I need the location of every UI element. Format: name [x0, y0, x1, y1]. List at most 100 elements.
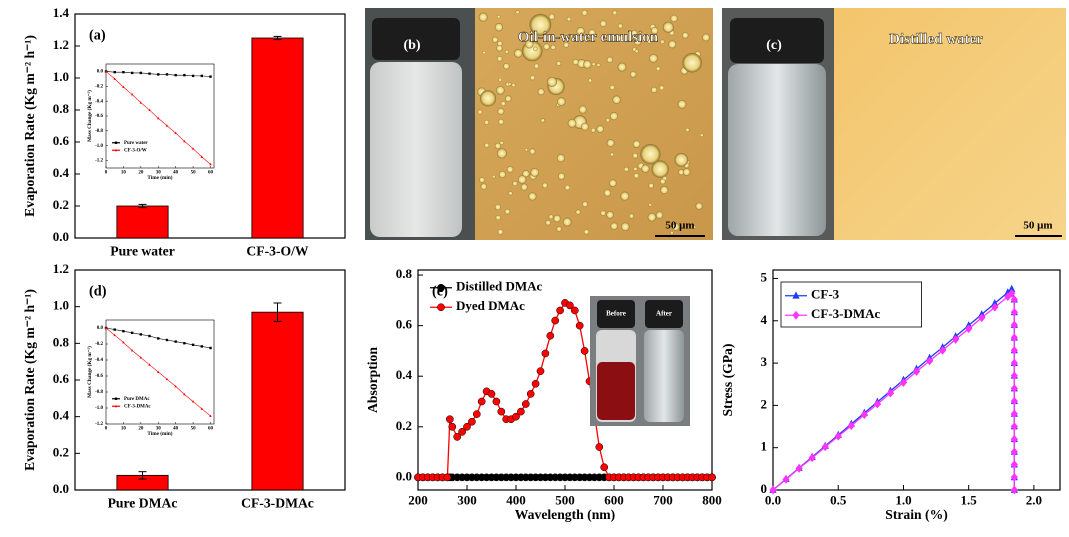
droplet [633, 172, 640, 179]
x-tick-label: 50 [191, 171, 197, 176]
droplet [508, 191, 513, 196]
droplet [588, 29, 596, 37]
x-tick-label: 200 [408, 493, 428, 508]
marker [860, 410, 868, 420]
droplet [620, 222, 630, 232]
marker [191, 343, 195, 346]
panel-label: (b) [403, 38, 420, 53]
marker [821, 442, 829, 452]
marker [200, 155, 204, 158]
droplet [648, 183, 654, 189]
marker [556, 306, 564, 315]
droplet [695, 202, 703, 210]
droplet [498, 77, 502, 82]
x-axis-label: Wavelength (nm) [515, 507, 615, 523]
marker [965, 324, 973, 334]
marker [157, 370, 160, 373]
y-axis-label: Absorption [365, 347, 380, 413]
droplet [504, 49, 509, 54]
droplet [497, 40, 503, 47]
droplet [632, 152, 638, 159]
scale-bar-label: 50 μm [665, 220, 694, 232]
droplet [537, 88, 545, 96]
droplet [648, 203, 652, 207]
x-tick-label: 60 [208, 171, 214, 176]
droplet [543, 43, 550, 50]
marker [209, 75, 212, 78]
droplet [525, 40, 534, 49]
marker [130, 331, 134, 334]
y-tick-label: 0.6 [53, 133, 70, 148]
droplet [562, 217, 572, 227]
marker [792, 291, 800, 299]
marker [139, 333, 143, 336]
y-tick-label: 0.0 [97, 326, 104, 331]
droplet [504, 208, 511, 215]
marker [448, 422, 457, 431]
droplet [596, 125, 604, 133]
droplet [606, 211, 614, 219]
droplet [677, 99, 687, 109]
x-tick-label: 40 [173, 427, 179, 432]
x-tick-label: 1.0 [895, 493, 911, 508]
droplet [546, 76, 558, 87]
marker [978, 313, 986, 323]
marker [1010, 409, 1018, 419]
droplet [545, 220, 551, 226]
droplet [600, 210, 606, 216]
droplet [630, 71, 637, 78]
x-tick-label: 1.5 [961, 493, 978, 508]
photo-c [722, 8, 1066, 240]
y-axis-label: Mass Change (Kg m⁻²) [86, 346, 93, 398]
marker [114, 397, 118, 400]
y-tick-label: -0.6 [95, 374, 103, 379]
droplet [477, 109, 483, 115]
droplet [505, 95, 512, 102]
droplet [692, 225, 696, 229]
droplet [674, 152, 689, 167]
x-tick-label: 10 [121, 427, 127, 432]
droplet [659, 85, 665, 91]
droplet [556, 97, 566, 106]
marker [991, 299, 999, 307]
droplet [620, 191, 630, 201]
droplet [575, 209, 581, 215]
scale-bar-label: 50 μm [1023, 220, 1052, 232]
marker [566, 301, 574, 310]
marker [209, 162, 212, 166]
marker [148, 108, 151, 112]
droplet [609, 112, 619, 121]
bar [251, 311, 304, 491]
droplet [494, 204, 501, 211]
marker [795, 464, 803, 473]
droplet [497, 229, 504, 235]
marker [782, 475, 790, 484]
marker [536, 367, 545, 375]
y-tick-label: -0.6 [95, 114, 103, 119]
y-tick-label: -0.8 [95, 129, 103, 134]
legend-label: CF-3-O/W [124, 148, 147, 153]
y-tick-label: 0.4 [53, 165, 70, 180]
droplet [633, 167, 638, 171]
droplet [548, 13, 555, 20]
y-tick-label: 3 [761, 354, 768, 369]
droplet [660, 39, 665, 44]
droplet [583, 60, 592, 69]
marker [595, 443, 604, 451]
error-bar [138, 203, 147, 209]
marker [512, 412, 520, 421]
y-tick-label: 0.4 [396, 367, 413, 382]
marker [477, 397, 486, 406]
marker [174, 73, 177, 77]
marker [130, 348, 134, 352]
marker [157, 73, 160, 76]
droplet [556, 226, 562, 232]
marker [847, 421, 855, 431]
y-tick-label: 0.0 [53, 481, 69, 496]
marker [792, 310, 800, 320]
y-tick-label: -1.0 [95, 406, 103, 411]
marker [546, 331, 555, 340]
droplet [497, 107, 505, 115]
bar [251, 37, 304, 239]
marker [600, 463, 609, 472]
